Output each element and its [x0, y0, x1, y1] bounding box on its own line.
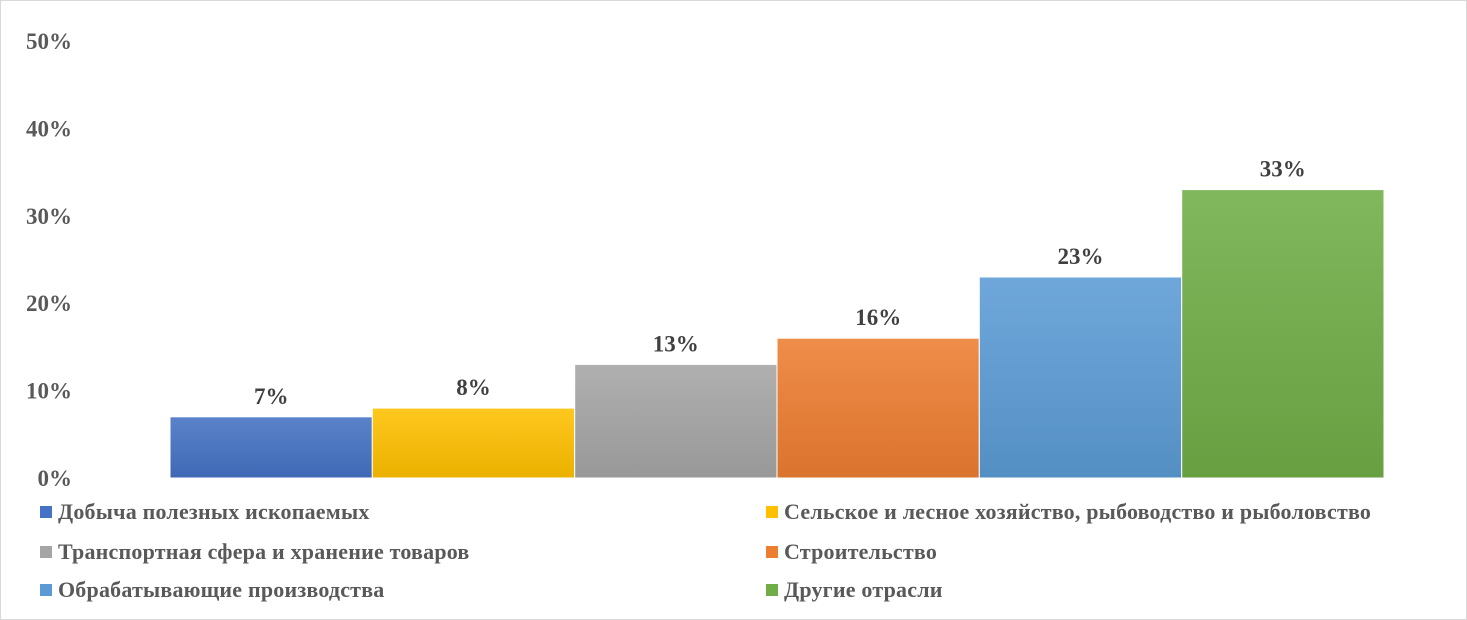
data-labels: 7% 8% 13% 16% 23% 33%	[254, 157, 1306, 409]
y-tick-label: 50%	[26, 29, 72, 54]
bar	[978, 276, 1183, 479]
bar	[776, 337, 980, 479]
y-tick-label: 0%	[38, 466, 73, 491]
bar-value-label: 16%	[855, 305, 901, 330]
bar	[574, 363, 778, 479]
bar-value-label: 33%	[1260, 157, 1306, 182]
bar-value-label: 8%	[456, 375, 491, 400]
bar	[1181, 189, 1385, 479]
bar	[371, 407, 576, 479]
bar	[169, 416, 373, 479]
y-tick-label: 20%	[26, 291, 72, 316]
bar-value-label: 7%	[254, 384, 289, 409]
bars	[169, 189, 1385, 479]
y-tick-label: 30%	[26, 204, 72, 229]
bar-value-label: 13%	[653, 331, 699, 356]
y-tick-label: 10%	[26, 379, 72, 404]
y-axis: 0% 10% 20% 30% 40% 50%	[26, 29, 72, 491]
y-tick-label: 40%	[26, 116, 72, 141]
bar-value-label: 23%	[1058, 244, 1104, 269]
